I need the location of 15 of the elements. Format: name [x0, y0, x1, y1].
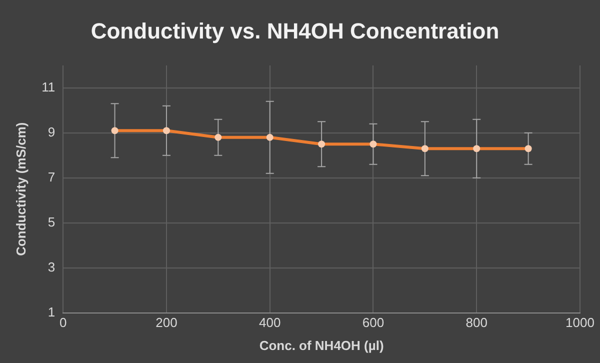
- x-tick-label: 800: [466, 315, 488, 330]
- x-tick-label: 1000: [566, 315, 594, 330]
- y-tick-label: 1: [48, 304, 56, 320]
- y-tick-label: 3: [48, 259, 56, 274]
- y-tick-label: 9: [48, 124, 56, 140]
- x-tick-label: 600: [362, 315, 384, 330]
- x-tick-label: 200: [156, 315, 178, 330]
- y-tick-label: 5: [48, 214, 56, 230]
- y-tick-label: 7: [48, 169, 56, 184]
- chart-title: Conductivity vs. NH4OH Concentration: [90, 18, 500, 44]
- y-tick-label: 11: [42, 79, 56, 94]
- x-tick-label: 0: [59, 315, 67, 330]
- x-tick-label: 400: [259, 315, 281, 330]
- y-axis-title: Conductivity (mS/cm): [13, 122, 28, 256]
- x-axis-title: Conc. of NH4OH (µl): [259, 338, 384, 353]
